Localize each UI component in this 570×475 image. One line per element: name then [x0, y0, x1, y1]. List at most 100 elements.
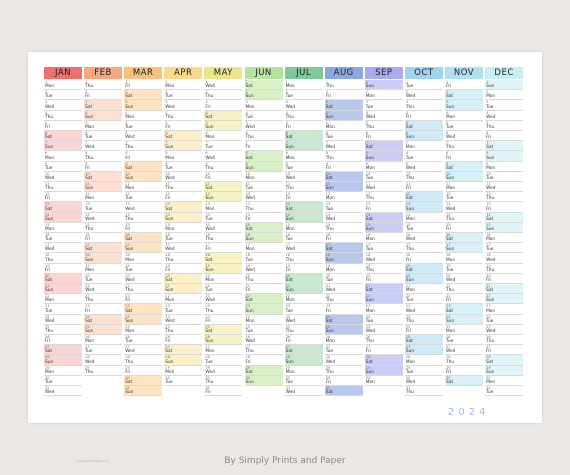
- day-cell[interactable]: 1 Mon: [44, 80, 82, 91]
- day-cell[interactable]: 15 Thu: [84, 223, 123, 233]
- day-cell[interactable]: 26 Sun: [204, 335, 243, 346]
- day-cell[interactable]: 31 Thu: [404, 386, 443, 397]
- day-cell[interactable]: 11 Mon: [124, 182, 163, 193]
- day-cell[interactable]: 15 Sat: [244, 222, 283, 233]
- day-cell[interactable]: 22 Thu: [84, 294, 123, 305]
- day-cell[interactable]: 21 Tue: [204, 284, 243, 295]
- day-cell[interactable]: 4 Wed: [485, 111, 524, 121]
- day-cell[interactable]: 27 Fri: [485, 345, 524, 356]
- day-cell[interactable]: 4 Sat: [204, 110, 243, 121]
- day-cell[interactable]: 22 Fri: [445, 294, 483, 305]
- day-cell[interactable]: 26 Wed: [244, 335, 283, 346]
- day-cell[interactable]: 14 Thu: [445, 213, 483, 223]
- day-cell[interactable]: 7 Sun: [284, 141, 323, 152]
- day-cell[interactable]: 5 Sat: [404, 120, 443, 131]
- day-cell[interactable]: 4 Fri: [404, 111, 443, 121]
- day-cell[interactable]: 24 Mon: [244, 315, 283, 325]
- day-cell[interactable]: 21 Sat: [364, 284, 403, 295]
- day-cell[interactable]: 23 Tue: [44, 304, 82, 315]
- day-cell[interactable]: 1 Thu: [84, 80, 123, 91]
- day-cell[interactable]: 30 Wed: [404, 376, 443, 386]
- day-cell[interactable]: 18 Fri: [404, 253, 443, 264]
- day-cell[interactable]: 26 Fri: [284, 335, 323, 346]
- day-cell[interactable]: 20 Fri: [364, 274, 403, 284]
- day-cell[interactable]: 3 Wed: [164, 100, 203, 111]
- day-cell[interactable]: 27 Sat: [284, 345, 323, 356]
- day-cell[interactable]: 14 Fri: [244, 213, 283, 223]
- day-cell[interactable]: 19 Mon: [84, 264, 123, 274]
- day-cell[interactable]: 8 Fri: [445, 151, 483, 162]
- day-cell[interactable]: 6 Sat: [164, 131, 203, 142]
- day-cell[interactable]: 7 Mon: [404, 141, 443, 152]
- day-cell[interactable]: 24 Wed: [164, 315, 203, 325]
- day-cell[interactable]: 23 Tue: [164, 304, 203, 315]
- day-cell[interactable]: 6 Tue: [84, 131, 123, 142]
- day-cell[interactable]: 30 Sun: [244, 375, 283, 386]
- day-cell[interactable]: 13 Mon: [204, 202, 243, 213]
- day-cell[interactable]: 16 Sat: [445, 233, 483, 244]
- day-cell[interactable]: 16 Wed: [404, 233, 443, 244]
- day-cell[interactable]: 22 Mon: [164, 294, 203, 305]
- day-cell[interactable]: 5 Sun: [204, 120, 243, 131]
- day-cell[interactable]: 26 Sat: [404, 335, 443, 346]
- day-cell[interactable]: 9 Tue: [284, 162, 323, 172]
- day-cell[interactable]: 29 Thu: [84, 366, 123, 376]
- day-cell[interactable]: 7 Sat: [485, 141, 524, 152]
- day-cell[interactable]: 22 Fri: [124, 294, 163, 305]
- day-cell[interactable]: 17 Wed: [44, 243, 82, 254]
- day-cell[interactable]: 24 Tue: [364, 315, 403, 325]
- day-cell[interactable]: 2 Wed: [404, 90, 443, 101]
- day-cell[interactable]: 12 Sat: [404, 192, 443, 203]
- day-cell[interactable]: 4 Sun: [324, 110, 363, 121]
- day-cell[interactable]: 5 Fri: [44, 121, 82, 131]
- day-cell[interactable]: 19 Sun: [204, 263, 243, 274]
- day-cell[interactable]: 11 Sat: [204, 182, 243, 193]
- day-cell[interactable]: 14 Sat: [485, 212, 524, 223]
- day-cell[interactable]: 28 Tue: [204, 355, 243, 366]
- day-cell[interactable]: 9 Mon: [364, 162, 403, 172]
- day-cell[interactable]: 2 Fri: [324, 90, 363, 101]
- day-cell[interactable]: 1 Sun: [364, 80, 403, 91]
- day-cell[interactable]: 25 Wed: [364, 325, 403, 335]
- day-cell[interactable]: 13 Thu: [244, 202, 283, 213]
- day-cell[interactable]: 4 Tue: [244, 111, 283, 121]
- day-cell[interactable]: 8 Wed: [204, 151, 243, 162]
- day-cell[interactable]: 14 Mon: [404, 213, 443, 223]
- day-cell[interactable]: 12 Tue: [445, 192, 483, 203]
- day-cell[interactable]: 6 Fri: [364, 131, 403, 142]
- day-cell[interactable]: 15 Thu: [324, 223, 363, 233]
- day-cell[interactable]: 23 Sat: [445, 304, 483, 315]
- day-cell[interactable]: 22 Sun: [364, 294, 403, 305]
- day-cell[interactable]: 30 Mon: [364, 376, 403, 386]
- day-cell[interactable]: 23 Fri: [324, 304, 363, 315]
- day-cell[interactable]: 25 Thu: [44, 325, 82, 335]
- day-cell[interactable]: 2 Sun: [244, 90, 283, 101]
- day-cell[interactable]: 9 Sat: [445, 161, 483, 172]
- day-cell[interactable]: 10 Sat: [324, 171, 363, 182]
- day-cell[interactable]: 28 Thu: [124, 355, 163, 366]
- day-cell[interactable]: 3 Mon: [244, 100, 283, 111]
- day-cell[interactable]: 27 Fri: [364, 345, 403, 356]
- day-cell[interactable]: 19 Wed: [244, 264, 283, 274]
- day-cell[interactable]: 25 Wed: [485, 325, 524, 335]
- day-cell[interactable]: 27 Tue: [324, 345, 363, 356]
- day-cell[interactable]: 22 Tue: [404, 294, 443, 305]
- day-cell[interactable]: 12 Thu: [364, 192, 403, 203]
- day-cell[interactable]: 14 Wed: [324, 213, 363, 223]
- day-cell[interactable]: 2 Fri: [84, 90, 123, 101]
- day-cell[interactable]: 20 Sat: [284, 273, 323, 284]
- day-cell[interactable]: 17 Mon: [244, 243, 283, 254]
- day-cell[interactable]: 24 Fri: [204, 315, 243, 325]
- day-cell[interactable]: 28 Sun: [164, 355, 203, 366]
- day-cell[interactable]: 18 Thu: [164, 253, 203, 264]
- day-cell[interactable]: 9 Tue: [44, 162, 82, 172]
- day-cell[interactable]: 25 Mon: [445, 325, 483, 335]
- day-cell[interactable]: 13 Fri: [364, 202, 403, 213]
- day-cell[interactable]: 8 Sat: [244, 151, 283, 162]
- day-cell[interactable]: 26 Thu: [485, 335, 524, 346]
- day-cell[interactable]: 9 Fri: [84, 162, 123, 172]
- day-cell[interactable]: 26 Tue: [445, 335, 483, 346]
- day-cell[interactable]: 19 Thu: [485, 264, 524, 274]
- day-cell[interactable]: 17 Sun: [445, 243, 483, 254]
- day-cell[interactable]: 13 Tue: [84, 202, 123, 213]
